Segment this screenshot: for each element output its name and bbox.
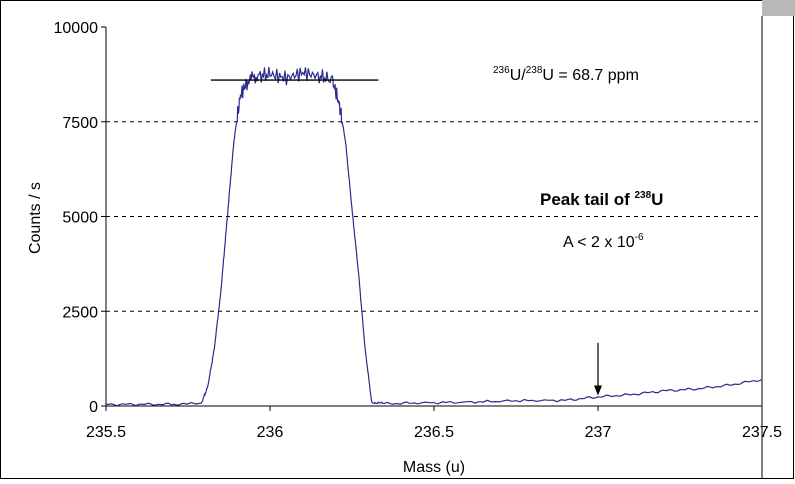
- y-tick-label: 10000: [54, 20, 99, 37]
- y-axis-label: Counts / s: [27, 182, 44, 254]
- annotations: [210, 79, 602, 396]
- x-axis-ticks: 235.5 236 236.5 237 237.5: [86, 406, 782, 441]
- corner-tab: [762, 0, 795, 16]
- y-tick-label: 2500: [62, 304, 98, 321]
- x-tick-label: 236: [257, 424, 284, 441]
- abundance-sensitivity-label: A < 2 x 10-6: [563, 232, 644, 251]
- data-series: [105, 67, 763, 407]
- x-tick-label: 236.5: [414, 424, 454, 441]
- x-tick-label: 237: [585, 424, 612, 441]
- x-axis-label: Mass (u): [403, 459, 465, 476]
- x-tick-label: 235.5: [86, 424, 126, 441]
- y-tick-label: 0: [89, 399, 98, 416]
- series-line: [105, 67, 763, 407]
- ratio-annotation: 236U/238U = 68.7 ppm: [493, 65, 639, 84]
- y-axis-ticks: 0 2500 5000 7500 10000: [54, 20, 106, 416]
- arrow-head: [594, 385, 602, 396]
- gridlines: [106, 121, 762, 312]
- y-tick-label: 5000: [62, 210, 98, 227]
- y-tick-label: 7500: [62, 115, 98, 132]
- peak-tail-title: Peak tail of 238U: [540, 190, 663, 209]
- x-tick-label: 237.5: [742, 424, 782, 441]
